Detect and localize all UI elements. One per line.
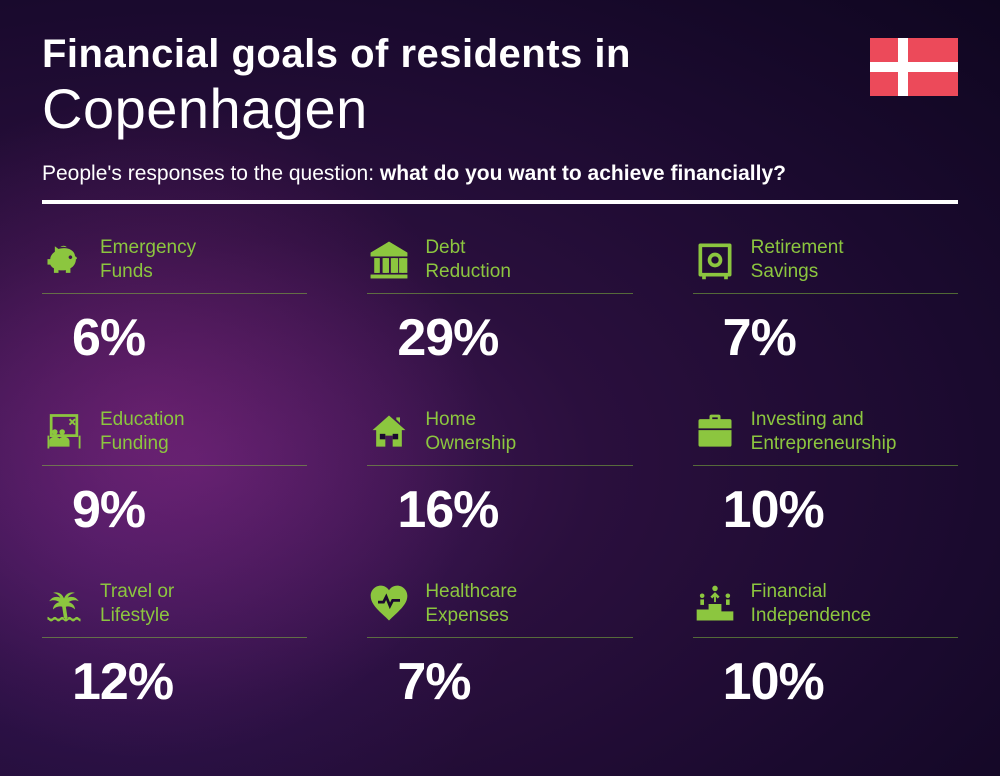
bank-icon <box>367 238 411 282</box>
goal-header: Healthcare Expenses <box>367 580 632 638</box>
goal-label: Debt Reduction <box>425 236 511 284</box>
goal-education-funding: Education Funding 9% <box>42 408 307 540</box>
goal-label: Retirement Savings <box>751 236 844 284</box>
goal-financial-independence: Financial Independence 10% <box>693 580 958 712</box>
goal-header: Investing and Entrepreneurship <box>693 408 958 466</box>
goal-header: Home Ownership <box>367 408 632 466</box>
goal-label: Emergency Funds <box>100 236 196 284</box>
subtitle: People's responses to the question: what… <box>42 162 958 186</box>
goal-percent: 12% <box>42 652 307 712</box>
goal-percent: 16% <box>367 480 632 540</box>
goal-header: Education Funding <box>42 408 307 466</box>
subtitle-prefix: People's responses to the question: <box>42 162 380 185</box>
title-line2: Copenhagen <box>42 78 958 140</box>
goal-percent: 7% <box>693 308 958 368</box>
goal-label: Investing and Entrepreneurship <box>751 408 897 456</box>
piggy-bank-icon <box>42 238 86 282</box>
podium-icon <box>693 582 737 626</box>
goal-label: Healthcare Expenses <box>425 580 517 628</box>
goals-grid: Emergency Funds 6% Debt Reduction 29% <box>42 236 958 712</box>
briefcase-icon <box>693 410 737 454</box>
goal-percent: 29% <box>367 308 632 368</box>
goal-label: Home Ownership <box>425 408 516 456</box>
goal-emergency-funds: Emergency Funds 6% <box>42 236 307 368</box>
infographic-container: Financial goals of residents in Copenhag… <box>0 0 1000 776</box>
goal-percent: 10% <box>693 652 958 712</box>
goal-percent: 7% <box>367 652 632 712</box>
goal-retirement-savings: Retirement Savings 7% <box>693 236 958 368</box>
goal-healthcare-expenses: Healthcare Expenses 7% <box>367 580 632 712</box>
subtitle-question: what do you want to achieve financially? <box>380 162 786 185</box>
goal-header: Emergency Funds <box>42 236 307 294</box>
goal-percent: 6% <box>42 308 307 368</box>
denmark-flag-icon <box>870 38 958 96</box>
goal-investing-entrepreneurship: Investing and Entrepreneurship 10% <box>693 408 958 540</box>
goal-travel-lifestyle: Travel or Lifestyle 12% <box>42 580 307 712</box>
education-icon <box>42 410 86 454</box>
goal-header: Travel or Lifestyle <box>42 580 307 638</box>
divider <box>42 200 958 204</box>
goal-label: Financial Independence <box>751 580 871 628</box>
palm-icon <box>42 582 86 626</box>
goal-debt-reduction: Debt Reduction 29% <box>367 236 632 368</box>
header: Financial goals of residents in Copenhag… <box>42 32 958 140</box>
goal-percent: 9% <box>42 480 307 540</box>
goal-home-ownership: Home Ownership 16% <box>367 408 632 540</box>
goal-header: Retirement Savings <box>693 236 958 294</box>
safe-icon <box>693 238 737 282</box>
house-icon <box>367 410 411 454</box>
goal-percent: 10% <box>693 480 958 540</box>
goal-header: Debt Reduction <box>367 236 632 294</box>
heart-pulse-icon <box>367 582 411 626</box>
goal-label: Travel or Lifestyle <box>100 580 174 628</box>
goal-label: Education Funding <box>100 408 185 456</box>
goal-header: Financial Independence <box>693 580 958 638</box>
title-line1: Financial goals of residents in <box>42 32 958 76</box>
